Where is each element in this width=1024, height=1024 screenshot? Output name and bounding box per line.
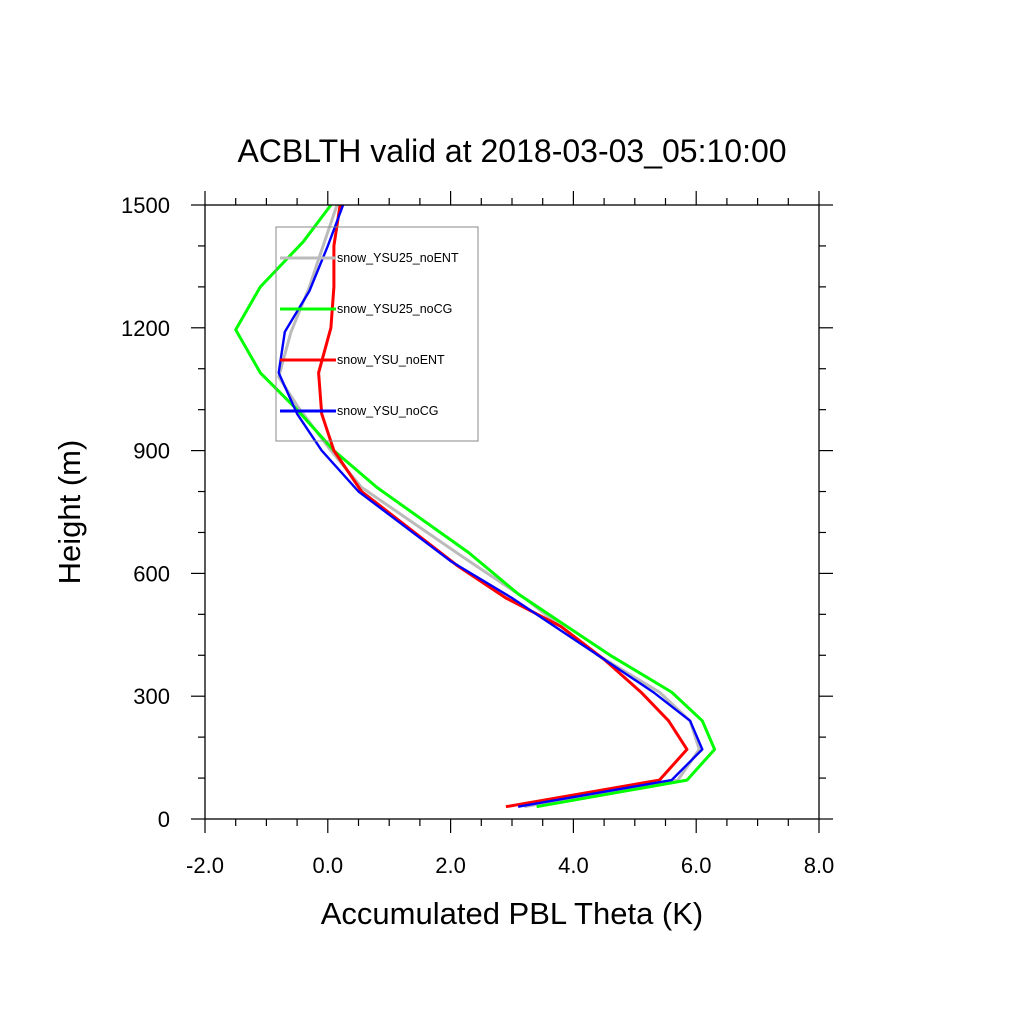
chart-title: ACBLTH valid at 2018-03-03_05:10:00 (237, 133, 786, 169)
legend-label: snow_YSU25_noCG (337, 302, 452, 316)
y-tick-label: 0 (158, 807, 170, 832)
legend-label: snow_YSU_noENT (337, 353, 445, 367)
series-line-snow_YSU25_noCG (234, 204, 717, 809)
x-tick-label: 0.0 (313, 853, 344, 878)
y-axis-label: Height (m) (52, 440, 87, 585)
y-tick-label: 900 (133, 439, 170, 464)
legend-box (275, 226, 479, 442)
legend-label: snow_YSU_noCG (337, 404, 438, 418)
x-tick-label: 2.0 (435, 853, 466, 878)
y-tick-label: 1200 (121, 316, 170, 341)
y-tick-label: 1500 (121, 193, 170, 218)
x-tick-label: 4.0 (558, 853, 589, 878)
y-tick-label: 600 (133, 561, 170, 586)
x-tick-label: -2.0 (186, 853, 224, 878)
series-line-snow_YSU_noCG (277, 204, 704, 808)
plot-frame (204, 204, 820, 820)
legend-label: snow_YSU25_noENT (337, 251, 459, 265)
legend: snow_YSU25_noENT snow_YSU25_noCG snow_YSU_… (275, 226, 479, 442)
x-axis-label: Accumulated PBL Theta (K) (321, 896, 704, 931)
y-tick-label: 300 (133, 684, 170, 709)
tick-labels: -2.0 0.0 2.0 4.0 6.0 8.0 0 300 600 900 1200 1500 (121, 193, 834, 878)
x-tick-label: 6.0 (681, 853, 712, 878)
axis-ticks (191, 191, 833, 833)
x-tick-label: 8.0 (804, 853, 835, 878)
